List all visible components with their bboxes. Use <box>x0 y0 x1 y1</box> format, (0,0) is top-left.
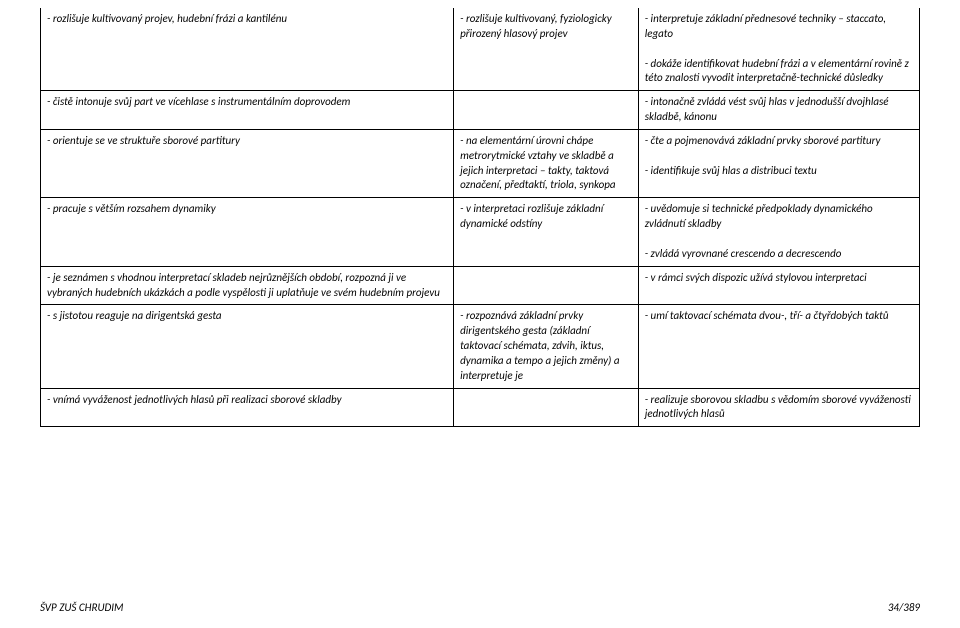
cell-r1c1 <box>454 91 639 130</box>
cell-r0c0: - rozlišuje kultivovaný projev, hudební … <box>41 8 454 91</box>
page: - rozlišuje kultivovaný projev, hudební … <box>0 0 960 628</box>
cell-r1c2: - intonačně zvládá vést svůj hlas v jedn… <box>638 91 919 130</box>
cell-r0c1: - rozlišuje kultivovaný, fyziologicky př… <box>454 8 639 91</box>
cell-r5c2: - umí taktovací schémata dvou-, tří- a č… <box>638 305 919 388</box>
table-row: - je seznámen s vhodnou interpretací skl… <box>41 266 920 305</box>
cell-r2c2: - čte a pojmenovává základní prvky sboro… <box>638 129 919 197</box>
cell-r4c2: - v rámci svých dispozic užívá stylovou … <box>638 266 919 305</box>
cell-r3c2: - uvědomuje si technické předpoklady dyn… <box>638 198 919 266</box>
cell-r3c1: - v interpretaci rozlišuje základní dyna… <box>454 198 639 266</box>
cell-r0c2: - interpretuje základní přednesové techn… <box>638 8 919 91</box>
footer-right: 34/389 <box>888 601 920 614</box>
cell-r5c0: - s jistotou reaguje na dirigentská gest… <box>41 305 454 388</box>
curriculum-table: - rozlišuje kultivovaný projev, hudební … <box>40 8 920 427</box>
cell-r3c0: - pracuje s větším rozsahem dynamiky <box>41 198 454 266</box>
cell-r1c0: - čistě intonuje svůj part ve vícehlase … <box>41 91 454 130</box>
table-row: - pracuje s větším rozsahem dynamiky - v… <box>41 198 920 266</box>
table-row: - orientuje se ve struktuře sborové part… <box>41 129 920 197</box>
cell-r4c0: - je seznámen s vhodnou interpretací skl… <box>41 266 454 305</box>
footer: ŠVP ZUŠ CHRUDIM 34/389 <box>40 601 920 614</box>
table-row: - rozlišuje kultivovaný projev, hudební … <box>41 8 920 91</box>
table-row: - čistě intonuje svůj part ve vícehlase … <box>41 91 920 130</box>
cell-r2c0: - orientuje se ve struktuře sborové part… <box>41 129 454 197</box>
cell-r6c2: - realizuje sborovou skladbu s vědomím s… <box>638 388 919 427</box>
footer-left: ŠVP ZUŠ CHRUDIM <box>40 601 123 614</box>
cell-r2c1: - na elementární úrovni chápe metrorytmi… <box>454 129 639 197</box>
cell-r6c0: - vnímá vyváženost jednotlivých hlasů př… <box>41 388 454 427</box>
table-row: - s jistotou reaguje na dirigentská gest… <box>41 305 920 388</box>
cell-r4c1 <box>454 266 639 305</box>
table-body: - rozlišuje kultivovaný projev, hudební … <box>41 8 920 427</box>
cell-r5c1: - rozpoznává základní prvky dirigentskéh… <box>454 305 639 388</box>
cell-r6c1 <box>454 388 639 427</box>
table-row: - vnímá vyváženost jednotlivých hlasů př… <box>41 388 920 427</box>
